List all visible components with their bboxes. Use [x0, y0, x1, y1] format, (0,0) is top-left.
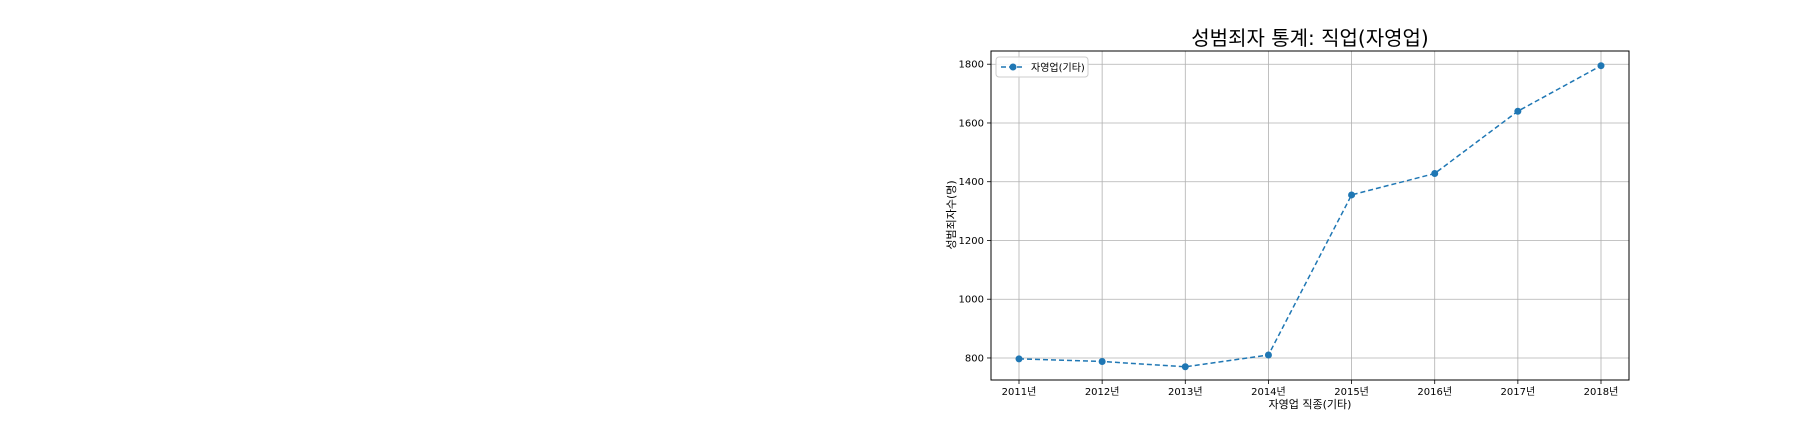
legend-marker: [1009, 63, 1017, 71]
legend: 자영업(기타): [995, 56, 1089, 78]
data-point: [1348, 191, 1356, 199]
data-point: [1015, 355, 1023, 363]
x-tick-label: 2015년: [1334, 386, 1369, 398]
x-axis-label: 자영업 직종(기타): [1269, 398, 1352, 411]
data-point: [1181, 363, 1189, 371]
x-tick-label: 2016년: [1417, 386, 1452, 398]
data-point: [1431, 169, 1439, 177]
data-point: [1098, 357, 1106, 365]
x-tick-label: 2014년: [1251, 386, 1286, 398]
data-point: [1597, 62, 1605, 70]
chart-title: 성범죄자 통계: 직업(자영업): [1191, 26, 1428, 50]
x-tick-label: 2017년: [1501, 386, 1536, 398]
legend-label: 자영업(기타): [1031, 61, 1085, 74]
axis-ticks: 2011년 2012년 2013년 2014년 2015년 2016년 2017년 2018년…: [959, 60, 1619, 398]
x-tick-label: 2013년: [1168, 386, 1203, 398]
x-tick-label: 2018년: [1584, 386, 1619, 398]
y-tick-label: 1400: [959, 177, 984, 188]
y-tick-label: 1600: [959, 118, 984, 129]
y-axis-label: 성범죄자수(명): [945, 180, 958, 249]
plot-frame: [990, 50, 1630, 381]
y-tick-label: 800: [965, 353, 984, 364]
y-tick-label: 1000: [959, 295, 984, 306]
series: [1015, 62, 1605, 371]
grid: [991, 51, 1629, 380]
legend-box: [995, 56, 1089, 78]
series-line: [1018, 65, 1602, 368]
x-tick-label: 2011년: [1002, 386, 1037, 398]
y-tick-label: 1800: [959, 60, 984, 71]
data-point: [1514, 107, 1522, 115]
x-tick-label: 2012년: [1085, 386, 1120, 398]
y-tick-label: 1200: [959, 236, 984, 247]
data-point: [1264, 351, 1272, 359]
